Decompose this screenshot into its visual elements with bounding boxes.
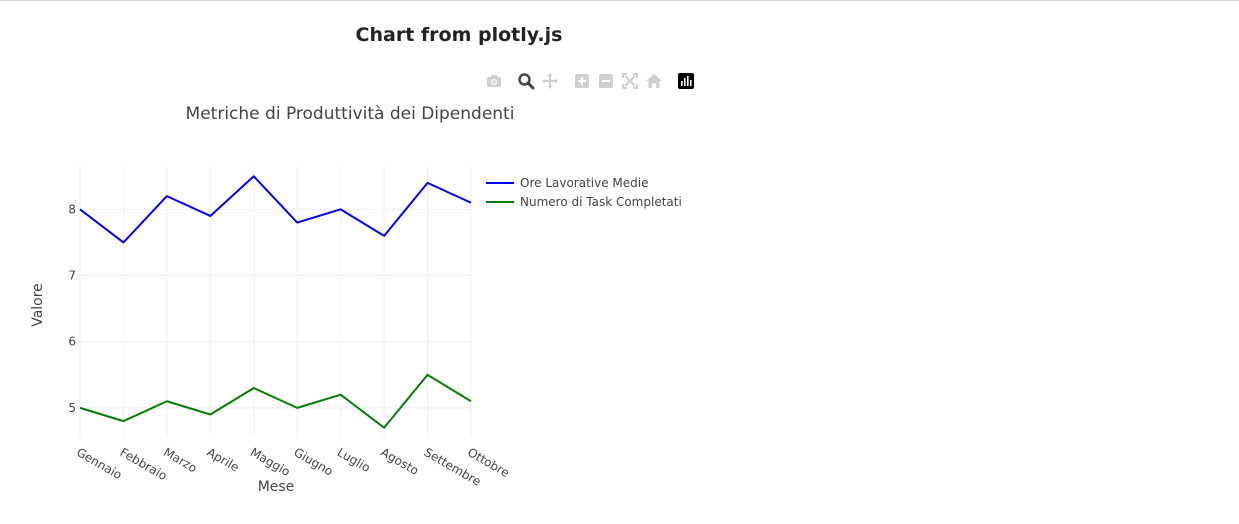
legend[interactable]: Ore Lavorative Medie Numero di Task Compl…: [486, 176, 682, 209]
y-tick-label: 6: [68, 335, 76, 349]
x-axis-title: Mese: [258, 479, 295, 495]
y-tick-label: 5: [68, 401, 76, 415]
x-tick-label: Maggio: [248, 445, 293, 479]
page-title: Chart from plotly.js: [355, 24, 563, 46]
pan-icon[interactable]: [540, 71, 560, 91]
y-axis-title: Valore: [30, 283, 46, 327]
y-tick-label: 8: [68, 202, 76, 216]
series-line[interactable]: [79, 175, 472, 244]
x-tick-label: Aprile: [204, 445, 241, 475]
grid-layer: [79, 167, 472, 437]
plotly-logo-icon[interactable]: [676, 71, 696, 91]
x-tick-label: Agosto: [378, 445, 421, 478]
zoom-out-icon[interactable]: [596, 71, 616, 91]
x-tick-label: Giugno: [291, 445, 335, 479]
series-layer: [79, 175, 472, 429]
top-divider: [0, 0, 1239, 1]
y-tick-label: 7: [68, 269, 76, 283]
autoscale-icon[interactable]: [620, 71, 640, 91]
series-line[interactable]: [79, 373, 472, 429]
home-icon[interactable]: [644, 71, 664, 91]
chart-title: Metriche di Produttività dei Dipendenti: [186, 104, 515, 124]
legend-item-label[interactable]: Numero di Task Completati: [520, 195, 682, 209]
x-tick-label: Gennaio: [74, 445, 124, 482]
zoom-in-icon[interactable]: [572, 71, 592, 91]
camera-icon[interactable]: [484, 71, 504, 91]
x-tick-label: Febbraio: [118, 445, 170, 483]
legend-item-label[interactable]: Ore Lavorative Medie: [520, 176, 649, 190]
zoom-icon[interactable]: [516, 71, 536, 91]
x-tick-label: Luglio: [335, 445, 373, 475]
